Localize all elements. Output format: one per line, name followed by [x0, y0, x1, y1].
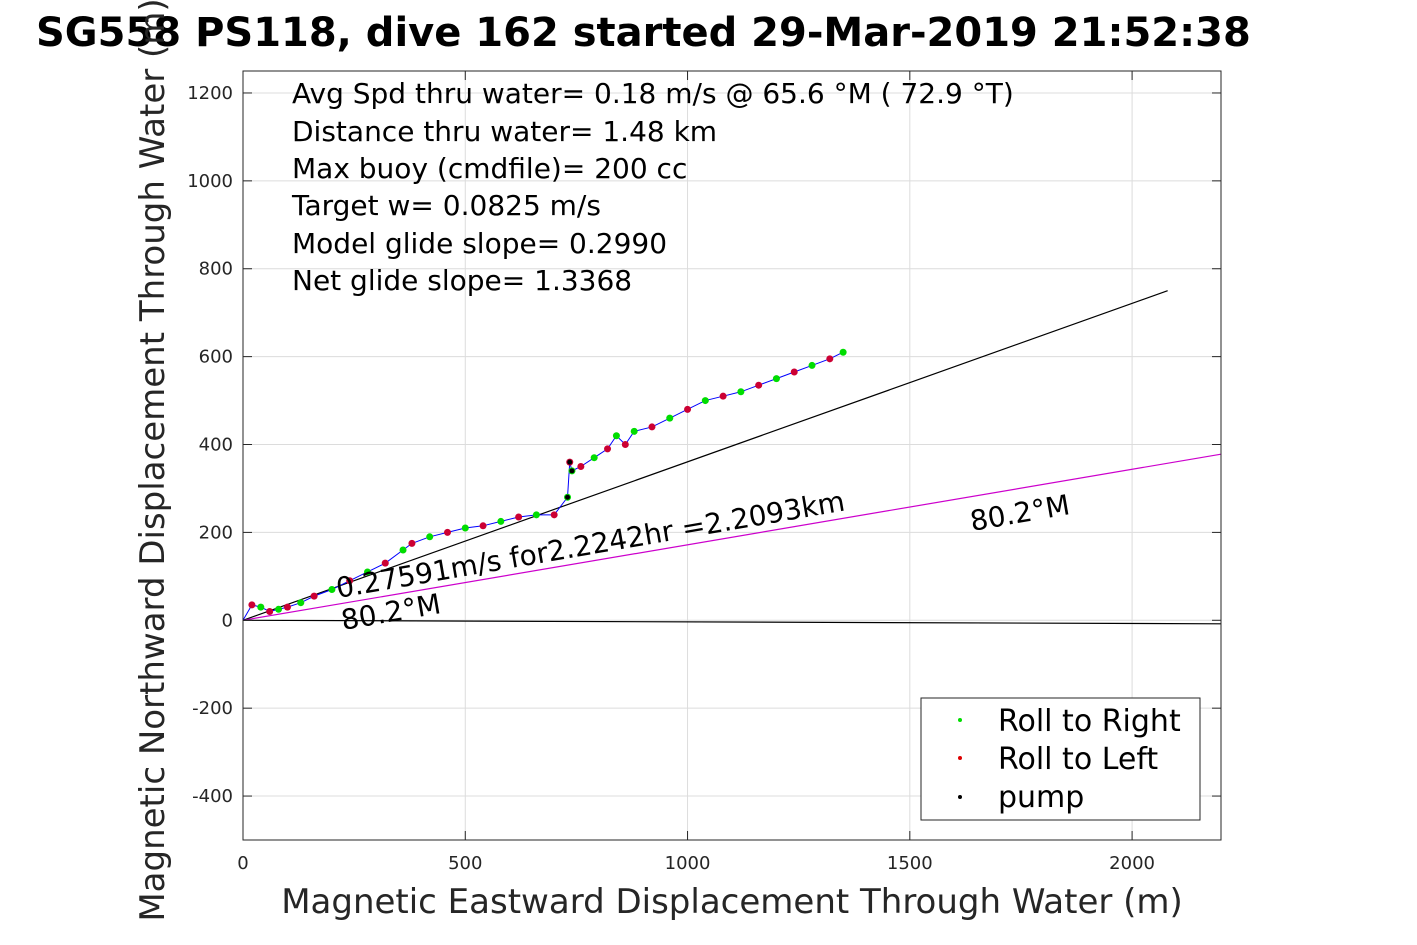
y-tick-label: 1200: [187, 83, 233, 104]
legend: Roll to Right Roll to Left pump: [920, 697, 1201, 821]
roll-left-marker: [684, 405, 692, 413]
reference-line: [242, 619, 1222, 625]
roll-right-marker: [839, 348, 847, 356]
legend-label-roll-left: Roll to Left: [998, 742, 1158, 777]
y-tick-label: 0: [222, 610, 233, 631]
roll-right-marker: [399, 546, 407, 554]
roll-left-marker: [266, 607, 274, 615]
roll-right-marker: [297, 599, 305, 607]
pump-marker: [567, 459, 573, 465]
roll-left-marker: [408, 539, 416, 547]
y-tick-label: 600: [199, 347, 233, 368]
x-tick-label: 1500: [887, 853, 933, 874]
legend-marker-pump: [958, 795, 962, 799]
roll-left-marker: [310, 592, 318, 600]
roll-left-marker: [790, 368, 798, 376]
roll-right-marker: [772, 375, 780, 383]
roll-right-marker: [461, 524, 469, 532]
pump-marker: [569, 468, 575, 474]
stat-avg-speed: Avg Spd thru water= 0.18 m/s @ 65.6 °M (…: [292, 77, 1014, 110]
stat-target-w: Target w= 0.0825 m/s: [291, 189, 601, 222]
roll-right-marker: [363, 568, 371, 576]
y-tick-label: -400: [192, 786, 233, 807]
roll-left-marker: [346, 577, 354, 585]
stats-block: Avg Spd thru water= 0.18 m/s @ 65.6 °M (…: [291, 77, 1014, 297]
x-tick-label: 0: [237, 853, 248, 874]
legend-label-pump: pump: [998, 780, 1084, 815]
x-axis-label: Magnetic Eastward Displacement Through W…: [281, 882, 1183, 922]
roll-right-marker: [612, 432, 620, 440]
roll-left-marker: [381, 559, 389, 567]
x-tick-label: 2000: [1109, 853, 1155, 874]
roll-left-marker: [755, 381, 763, 389]
roll-left-marker: [283, 603, 291, 611]
roll-right-marker: [590, 454, 598, 462]
roll-left-marker: [248, 601, 256, 609]
chart-title: SG558 PS118, dive 162 started 29-Mar-201…: [36, 10, 1251, 56]
roll-left-marker: [550, 511, 558, 519]
roll-right-marker: [275, 605, 283, 613]
pump-marker: [565, 494, 571, 500]
stat-net-glide-slope: Net glide slope= 1.3368: [292, 264, 632, 297]
roll-right-marker: [532, 511, 540, 519]
legend-marker-roll-left: [958, 756, 962, 760]
y-tick-label: 800: [199, 259, 233, 280]
roll-left-marker: [479, 522, 487, 530]
legend-marker-roll-right: [958, 718, 962, 722]
roll-right-marker: [497, 517, 505, 525]
roll-left-marker: [577, 462, 585, 470]
stat-model-glide-slope: Model glide slope= 0.2990: [292, 227, 667, 260]
y-tick-label: 400: [199, 435, 233, 456]
roll-right-marker: [666, 414, 674, 422]
roll-right-marker: [737, 388, 745, 396]
x-tick-label: 1000: [665, 853, 711, 874]
stat-max-buoy: Max buoy (cmdfile)= 200 cc: [292, 152, 687, 185]
roll-right-marker: [257, 603, 265, 611]
y-axis-label: Magnetic Northward Displacement Through …: [133, 0, 173, 922]
roll-right-marker: [328, 586, 336, 594]
roll-right-marker: [426, 533, 434, 541]
y-tick-label: -200: [192, 698, 233, 719]
roll-right-marker: [808, 361, 816, 369]
x-tick-label: 500: [448, 853, 482, 874]
roll-left-marker: [648, 423, 656, 431]
ticks: 0 500 1000 1500 2000 -400 -200 0 200 400 600 800 100…: [187, 71, 1221, 874]
roll-right-marker: [701, 397, 709, 405]
reference-line: [242, 290, 1168, 621]
roll-left-marker: [604, 445, 612, 453]
roll-left-marker: [719, 392, 727, 400]
legend-box: [920, 697, 1201, 821]
series-layer: [242, 290, 1222, 625]
roll-left-marker: [621, 441, 629, 449]
legend-label-roll-right: Roll to Right: [998, 704, 1181, 739]
y-tick-label: 200: [199, 522, 233, 543]
plot-frame: [242, 70, 1222, 841]
y-tick-label: 1000: [187, 171, 233, 192]
reference-line: [242, 453, 1222, 621]
roll-left-marker: [515, 513, 523, 521]
roll-left-marker: [443, 528, 451, 536]
roll-right-marker: [630, 427, 638, 435]
stat-distance: Distance thru water= 1.48 km: [292, 115, 717, 148]
roll-left-marker: [826, 355, 834, 363]
